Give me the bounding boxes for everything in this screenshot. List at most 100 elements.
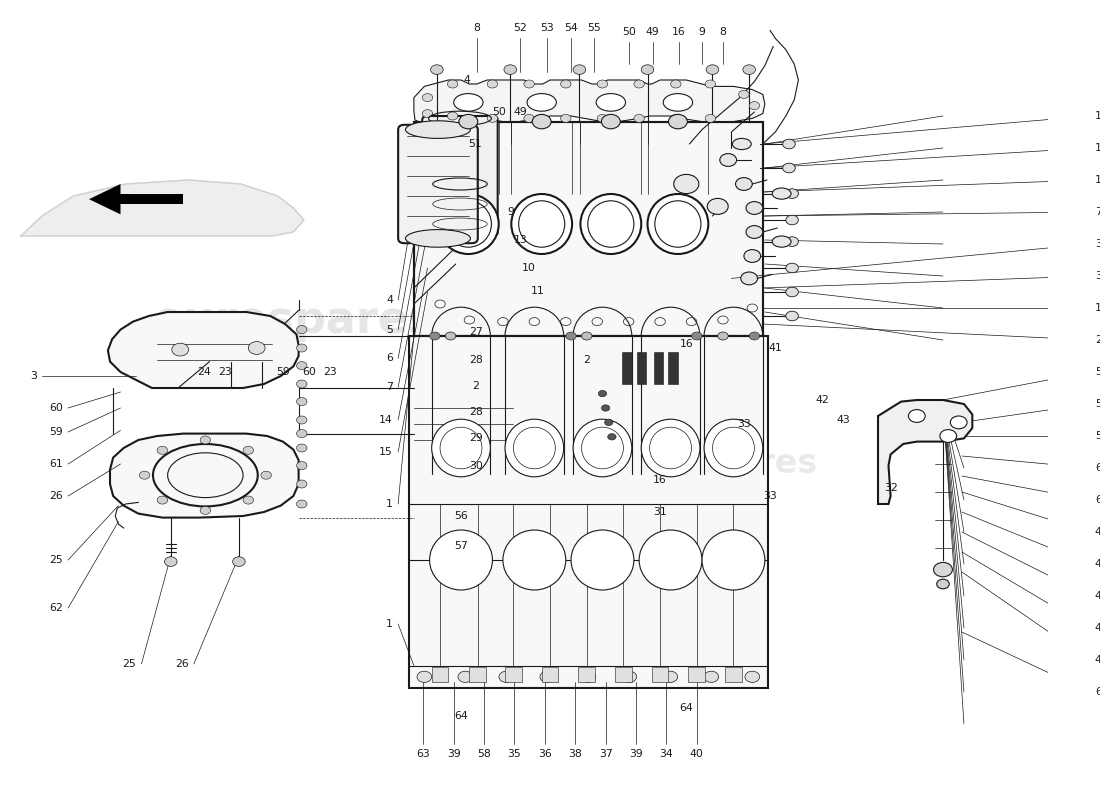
Text: 54: 54 <box>564 23 578 33</box>
Circle shape <box>297 500 307 508</box>
Circle shape <box>671 114 681 122</box>
Circle shape <box>605 419 613 426</box>
Circle shape <box>581 671 596 682</box>
Text: 6: 6 <box>386 354 393 363</box>
Circle shape <box>422 110 432 118</box>
Polygon shape <box>110 434 298 518</box>
Circle shape <box>297 462 307 470</box>
Text: 34: 34 <box>660 749 673 758</box>
Circle shape <box>297 480 307 488</box>
Circle shape <box>458 671 473 682</box>
Text: 56: 56 <box>454 511 467 521</box>
Ellipse shape <box>702 530 764 590</box>
Ellipse shape <box>733 138 751 150</box>
Circle shape <box>745 671 760 682</box>
Text: 23: 23 <box>323 367 337 377</box>
Circle shape <box>297 444 307 452</box>
Text: 33: 33 <box>763 491 777 501</box>
Circle shape <box>297 416 307 424</box>
Circle shape <box>532 114 551 129</box>
Text: 50: 50 <box>492 107 506 117</box>
Bar <box>669 352 678 384</box>
Text: 38: 38 <box>569 749 582 758</box>
Circle shape <box>597 80 607 88</box>
Bar <box>541 667 559 682</box>
Text: 57: 57 <box>454 541 467 550</box>
Bar <box>505 667 521 682</box>
Text: 60: 60 <box>50 403 63 413</box>
Circle shape <box>736 178 752 190</box>
Circle shape <box>504 65 517 74</box>
Circle shape <box>297 398 307 406</box>
Circle shape <box>157 496 167 504</box>
Text: 3: 3 <box>30 371 36 381</box>
Circle shape <box>950 416 967 429</box>
Text: 52: 52 <box>513 23 527 33</box>
Circle shape <box>692 332 702 340</box>
Polygon shape <box>408 336 768 688</box>
Text: 15: 15 <box>379 447 393 457</box>
Text: 49: 49 <box>646 27 660 37</box>
Text: 19: 19 <box>1094 303 1100 313</box>
Circle shape <box>602 405 609 411</box>
Ellipse shape <box>527 94 557 111</box>
Bar <box>651 667 669 682</box>
Text: 7: 7 <box>1094 207 1100 217</box>
Circle shape <box>561 114 571 122</box>
Text: 40: 40 <box>690 749 704 758</box>
Text: 16: 16 <box>672 27 685 37</box>
Text: 23: 23 <box>219 367 232 377</box>
Circle shape <box>524 114 535 122</box>
Circle shape <box>939 430 957 442</box>
Circle shape <box>749 102 760 110</box>
Circle shape <box>785 287 799 297</box>
Text: 33: 33 <box>737 419 751 429</box>
Bar <box>689 667 705 682</box>
Circle shape <box>200 436 210 444</box>
Ellipse shape <box>453 94 483 111</box>
Text: 60: 60 <box>302 367 316 377</box>
Circle shape <box>172 343 188 356</box>
Circle shape <box>487 114 497 122</box>
Text: 53: 53 <box>1094 431 1100 441</box>
Text: 4: 4 <box>386 295 393 305</box>
Bar <box>637 352 647 384</box>
Ellipse shape <box>571 530 634 590</box>
Text: 18: 18 <box>1094 143 1100 153</box>
Polygon shape <box>414 122 762 336</box>
Text: 48: 48 <box>1094 623 1100 633</box>
Circle shape <box>934 562 953 577</box>
Text: 64: 64 <box>454 711 467 721</box>
Ellipse shape <box>406 121 471 138</box>
Text: 46: 46 <box>1094 527 1100 537</box>
Text: 32: 32 <box>1094 271 1100 281</box>
Circle shape <box>297 344 307 352</box>
Text: 66: 66 <box>1094 687 1100 697</box>
Text: 39: 39 <box>447 749 461 758</box>
Circle shape <box>669 114 688 129</box>
Text: 2: 2 <box>583 355 591 365</box>
Circle shape <box>243 496 254 504</box>
Text: 7: 7 <box>386 382 393 392</box>
Bar <box>615 667 631 682</box>
Text: 11: 11 <box>530 286 544 296</box>
Circle shape <box>249 342 265 354</box>
Text: 59: 59 <box>276 367 289 377</box>
Text: 36: 36 <box>538 749 552 758</box>
Ellipse shape <box>663 94 693 111</box>
Circle shape <box>165 557 177 566</box>
Circle shape <box>742 65 756 74</box>
Text: 47: 47 <box>1094 591 1100 601</box>
Circle shape <box>459 114 477 129</box>
Circle shape <box>417 671 431 682</box>
Circle shape <box>783 163 795 173</box>
Circle shape <box>598 390 607 397</box>
Ellipse shape <box>406 230 471 247</box>
Circle shape <box>719 154 737 166</box>
Circle shape <box>706 65 718 74</box>
Polygon shape <box>121 194 184 204</box>
Ellipse shape <box>431 419 491 477</box>
Text: 16: 16 <box>680 339 693 349</box>
Text: 53: 53 <box>540 23 553 33</box>
Circle shape <box>430 65 443 74</box>
